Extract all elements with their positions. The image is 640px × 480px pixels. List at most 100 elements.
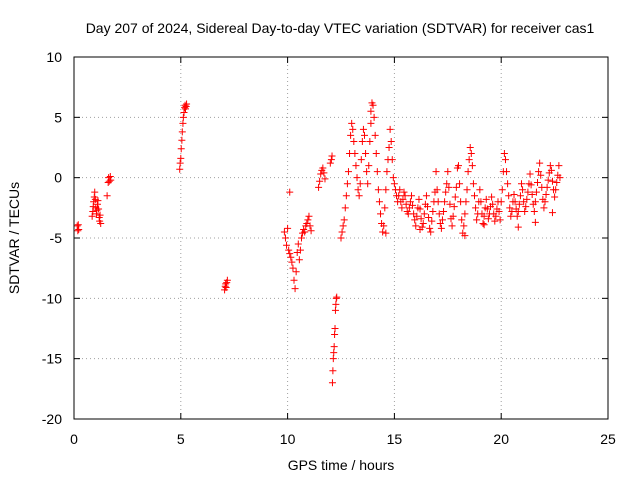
data-point <box>507 212 515 220</box>
data-point <box>338 228 346 236</box>
data-point <box>183 100 191 108</box>
data-point <box>422 192 430 200</box>
data-point <box>495 207 503 215</box>
data-point <box>342 192 350 200</box>
data-point <box>176 165 184 173</box>
data-point <box>340 216 348 224</box>
data-point <box>503 168 511 176</box>
data-point <box>442 188 450 196</box>
data-point <box>177 145 185 153</box>
data-point <box>328 379 336 387</box>
data-point <box>454 162 462 170</box>
data-point <box>489 200 497 208</box>
data-point <box>295 256 303 264</box>
chart-title: Day 207 of 2024, Sidereal Day-to-day VTE… <box>86 20 595 36</box>
data-point <box>357 156 365 164</box>
data-point <box>333 293 341 301</box>
data-point <box>288 258 296 266</box>
data-point <box>542 191 550 199</box>
data-point <box>316 177 324 185</box>
data-point <box>356 180 364 188</box>
data-point <box>448 222 456 230</box>
data-point <box>460 222 468 230</box>
data-point <box>364 180 372 188</box>
data-point <box>286 188 294 196</box>
data-point <box>374 186 382 194</box>
data-point <box>307 227 315 235</box>
data-point <box>462 198 470 206</box>
data-point <box>519 186 527 194</box>
y-tick-label: -15 <box>42 351 62 367</box>
data-point <box>471 192 478 200</box>
data-point <box>420 210 428 218</box>
data-point <box>468 162 476 170</box>
data-point <box>330 343 338 351</box>
data-point <box>515 200 523 208</box>
data-point <box>96 211 104 219</box>
data-point <box>516 192 524 200</box>
data-point <box>514 207 522 215</box>
data-point <box>366 137 374 145</box>
data-point <box>396 186 404 194</box>
data-point <box>416 226 424 234</box>
data-point <box>552 186 560 194</box>
data-point <box>411 216 419 224</box>
data-point <box>500 150 508 158</box>
data-point <box>551 193 559 201</box>
data-point <box>528 191 536 199</box>
data-point <box>506 204 514 212</box>
data-point <box>399 195 407 203</box>
data-point <box>301 228 309 236</box>
data-point <box>484 215 492 223</box>
data-point <box>355 192 363 200</box>
data-point <box>461 232 469 240</box>
data-point <box>286 250 294 258</box>
data-point <box>505 192 513 200</box>
data-point <box>358 137 366 145</box>
data-point <box>352 162 360 170</box>
data-point <box>331 331 339 339</box>
data-point <box>93 206 101 214</box>
data-point <box>367 107 375 115</box>
data-point <box>320 169 328 177</box>
data-point <box>371 131 379 139</box>
data-point <box>547 166 555 174</box>
data-point <box>488 193 496 201</box>
data-point <box>332 300 340 308</box>
data-point <box>297 234 305 242</box>
data-point <box>294 240 302 248</box>
data-point <box>530 207 538 215</box>
data-point <box>395 192 403 200</box>
data-point <box>315 183 323 191</box>
data-point <box>472 204 480 212</box>
data-point <box>402 200 410 208</box>
data-point <box>178 128 186 136</box>
y-tick-labels: -20 -15 -10 -5 0 5 10 <box>42 49 62 427</box>
data-point <box>436 220 444 228</box>
data-point <box>441 198 449 206</box>
data-point <box>75 226 83 234</box>
data-point <box>285 246 293 254</box>
data-point <box>531 218 539 226</box>
data-point <box>480 221 488 229</box>
data-point <box>347 131 355 139</box>
data-point <box>434 198 442 206</box>
data-point <box>514 223 522 231</box>
data-point <box>359 125 367 133</box>
data-point <box>508 207 516 215</box>
x-tick-label: 0 <box>70 431 78 447</box>
data-point <box>531 198 539 206</box>
data-point <box>445 183 453 191</box>
data-point <box>498 186 506 194</box>
data-point <box>406 198 414 206</box>
data-point <box>555 162 563 170</box>
data-point <box>452 183 460 191</box>
data-point <box>362 150 370 158</box>
data-point <box>304 216 312 224</box>
data-point <box>456 180 464 188</box>
data-point <box>292 268 300 276</box>
y-axis-label: SDTVAR / TECUs <box>6 182 22 294</box>
data-point <box>365 162 373 170</box>
data-point <box>289 264 297 272</box>
